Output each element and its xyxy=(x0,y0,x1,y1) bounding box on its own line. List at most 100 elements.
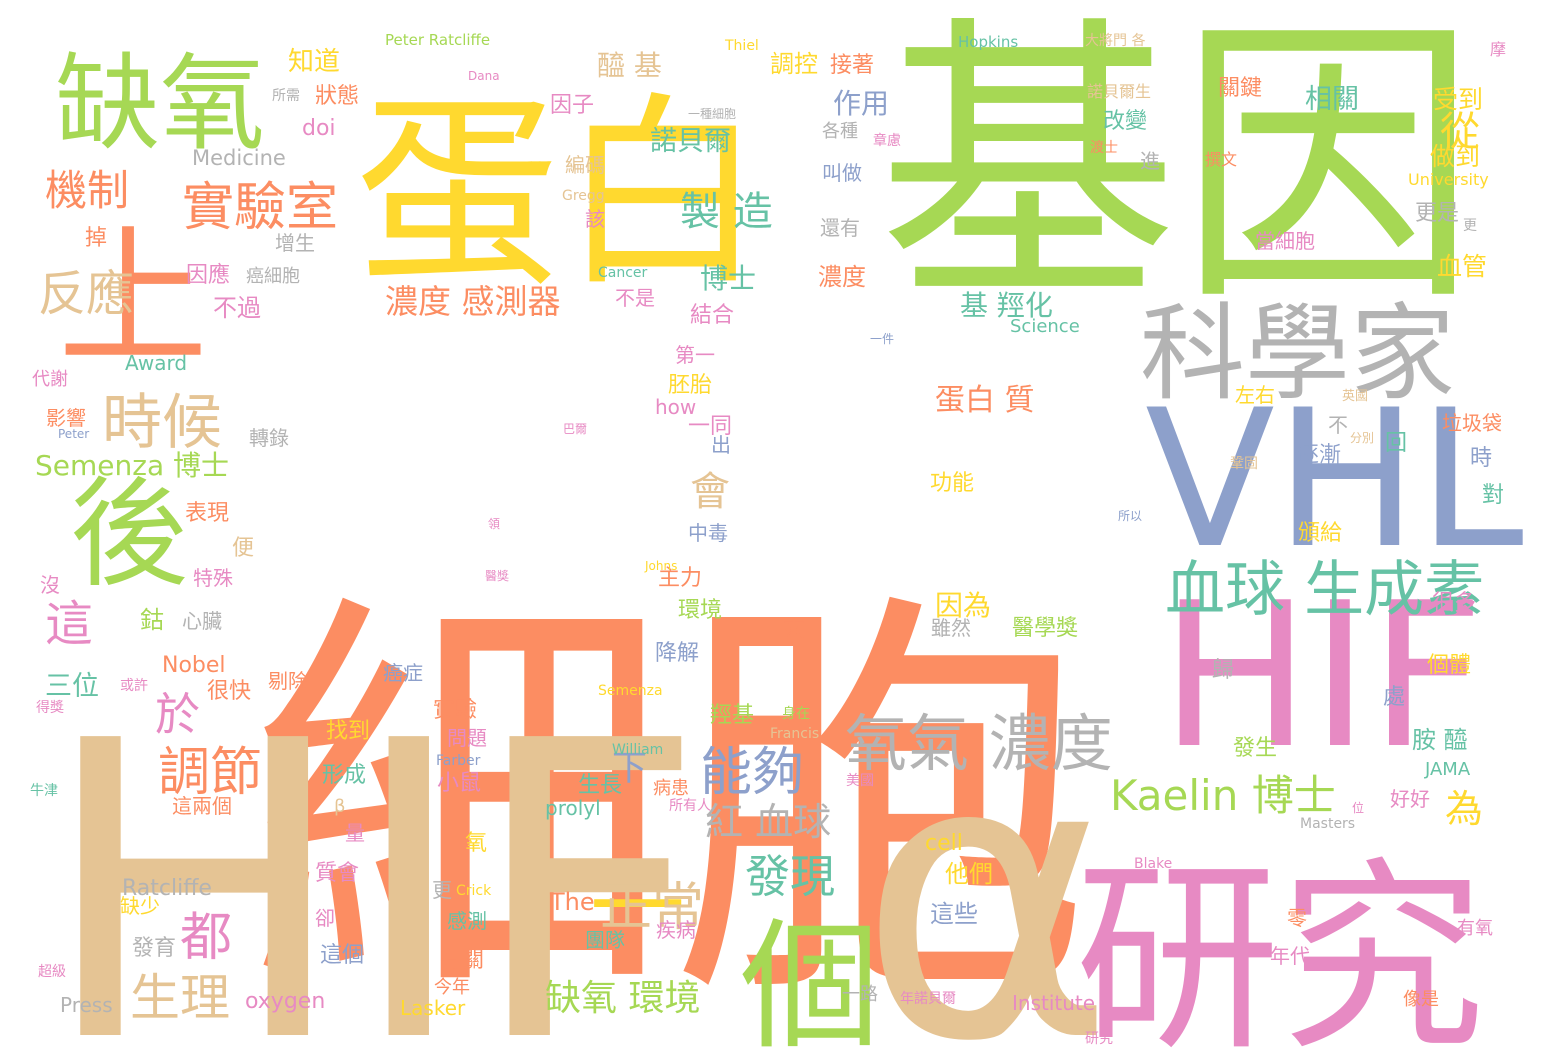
cloud-word-2: α xyxy=(858,673,1115,1052)
cloud-word-92-award: Award xyxy=(125,351,187,375)
cloud-word-146: 小鼠 xyxy=(437,771,481,796)
cloud-word-112: 便 xyxy=(232,536,254,561)
cloud-word-135: 得獎 xyxy=(36,699,64,716)
cloud-word-191-johns: Johns xyxy=(644,559,677,573)
cloud-word-185-press: Press xyxy=(60,993,113,1017)
cloud-word-79: 當細胞 xyxy=(1255,229,1315,253)
cloud-word-83: 因應 xyxy=(186,262,230,288)
cloud-word-165-crick: Crick xyxy=(456,883,492,899)
cloud-word-95: 左右 xyxy=(1235,383,1275,407)
cloud-word-119: 鈷 xyxy=(140,606,164,634)
cloud-word-152: 病患 xyxy=(653,778,689,799)
cloud-word-125: 降解 xyxy=(655,641,699,666)
cloud-word-35-semenza: Semenza 博士 xyxy=(35,449,229,482)
cloud-word-52: 摩 xyxy=(1490,40,1506,59)
cloud-word-149: 牛津 xyxy=(30,783,58,799)
cloud-word-19: 正常 xyxy=(600,878,704,938)
cloud-word-24: 都 xyxy=(180,908,232,968)
cloud-word-102: 逐漸 xyxy=(1297,443,1341,468)
cloud-word-96: 英國 xyxy=(1342,389,1368,404)
cloud-word-21: 反應 xyxy=(38,266,134,322)
cloud-word-101: 不 xyxy=(1328,413,1348,437)
cloud-word-11: 後 xyxy=(70,465,188,603)
cloud-word-141: 找到 xyxy=(326,719,370,744)
cloud-word-56: 因子 xyxy=(550,93,594,118)
cloud-word-93: 代謝 xyxy=(32,369,68,390)
cloud-word-182: 一路 xyxy=(842,984,878,1005)
cloud-word-13: 一 xyxy=(590,853,685,963)
cloud-word-80: 血管 xyxy=(1437,252,1487,281)
cloud-word-172: 發育 xyxy=(132,936,176,961)
cloud-word-147: 美國 xyxy=(846,773,874,789)
cloud-word-15: 血球 生成素 xyxy=(1165,555,1484,625)
cloud-word-91: 一件 xyxy=(870,332,894,346)
cloud-word-72-university: University xyxy=(1408,170,1489,189)
cloud-word-16: 實驗室 xyxy=(182,178,338,238)
cloud-word-170: 這些 xyxy=(930,900,978,928)
cloud-word-166-blake: Blake xyxy=(1134,856,1172,872)
cloud-word-105: 出 xyxy=(711,433,731,457)
cloud-word-74: 該 xyxy=(585,207,605,231)
cloud-word-70: 編碼 xyxy=(565,153,605,177)
cloud-word-10: 上 xyxy=(58,212,208,386)
cloud-word-47: 知道 xyxy=(288,47,340,77)
cloud-word-36: 諾貝爾 xyxy=(650,126,731,157)
cloud-word-179: 超級 xyxy=(38,964,66,980)
cloud-word-67: 進 xyxy=(1140,149,1160,173)
cloud-word-194: 位 xyxy=(1352,800,1364,815)
cloud-word-158-prolyl: prolyl xyxy=(545,796,601,820)
cloud-word-50-hopkins: Hopkins xyxy=(958,33,1018,51)
cloud-word-49-thiel: Thiel xyxy=(724,38,759,54)
cloud-word-173: 感測 xyxy=(447,909,487,933)
cloud-word-132: 剔除 xyxy=(268,669,308,693)
cloud-word-65: 章慮 xyxy=(873,132,901,149)
cloud-word-153: 所有人 xyxy=(669,798,711,814)
cloud-word-94: 胚胎 xyxy=(668,373,712,398)
cloud-word-6-hif: HIF xyxy=(1160,560,1484,793)
cloud-word-4: 蛋白 xyxy=(355,76,765,314)
cloud-word-118: 心臟 xyxy=(182,609,222,633)
cloud-word-151: 生長 xyxy=(578,773,622,798)
cloud-word-180: 有關 xyxy=(440,948,484,973)
cloud-word-90: 第一 xyxy=(675,343,715,367)
cloud-word-157: 氧 xyxy=(465,831,487,856)
cloud-word-18-kaelin: Kaelin 博士 xyxy=(1110,771,1336,820)
cloud-word-161: 他們 xyxy=(945,860,993,888)
cloud-word-61-doi: doi xyxy=(302,116,336,141)
cloud-word-60: 受到 xyxy=(1433,85,1483,114)
cloud-word-181: 今年 xyxy=(434,977,470,998)
cloud-word-27: 於 xyxy=(155,688,200,741)
cloud-word-14: 氧氣 濃度 xyxy=(845,707,1113,780)
cloud-word-143: 發生 xyxy=(1233,736,1277,761)
cloud-word-44: 因為 xyxy=(935,589,991,622)
cloud-word-169-the: The xyxy=(549,888,595,916)
cloud-word-164: 更 xyxy=(432,878,452,902)
cloud-word-48-peter-ratcliffe: Peter Ratcliffe xyxy=(385,31,490,49)
cloud-word-89-science: Science xyxy=(1010,316,1080,337)
cloud-word-113: 中毒 xyxy=(688,521,728,545)
cloud-word-117: 沒 xyxy=(40,573,60,597)
cloud-word-187-lasker: Lasker xyxy=(400,996,466,1020)
cloud-word-123: 雖然 xyxy=(931,616,971,640)
cloud-word-127-nobel: Nobel xyxy=(162,653,226,678)
cloud-word-140: 胺 醯 xyxy=(1412,726,1468,754)
cloud-word-139: 問題 xyxy=(447,726,487,750)
cloud-word-38: 作用 xyxy=(833,87,889,120)
cloud-word-131: 很快 xyxy=(207,679,251,704)
cloud-word-66: 渡士 xyxy=(1090,140,1118,156)
cloud-word-192-francis: Francis xyxy=(770,726,819,742)
cloud-word-54: 所需 xyxy=(272,88,300,104)
cloud-word-167: 缺少 xyxy=(120,894,160,918)
cloud-word-23: 調節 xyxy=(158,743,262,803)
cloud-word-197: 醫獎 xyxy=(485,568,509,583)
cloud-word-34: 蛋白 質 xyxy=(935,383,1035,418)
cloud-word-196: 領 xyxy=(488,516,500,531)
cloud-word-156: 量 xyxy=(345,821,365,845)
cloud-word-76: 掉 xyxy=(85,226,107,251)
cloud-word-68: 撰文 xyxy=(1205,150,1237,169)
cloud-word-128: 個體 xyxy=(1427,653,1471,678)
cloud-word-138: 實驗 xyxy=(433,698,477,723)
cloud-word-28: 會 xyxy=(690,469,730,515)
cloud-word-3: 基因 xyxy=(878,0,1478,341)
